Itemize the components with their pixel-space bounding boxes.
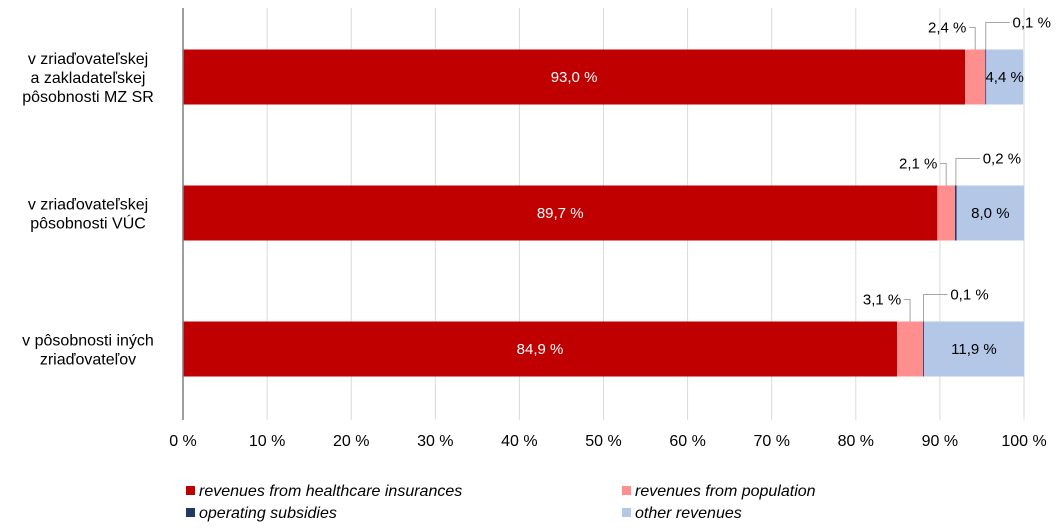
bar-segment [183, 185, 938, 241]
data-label: 11,9 % [951, 341, 997, 358]
legend-swatch [186, 486, 195, 495]
legend-label: revenues from population [635, 483, 816, 500]
x-tick-label: 0 % [169, 433, 197, 450]
data-label: 4,4 % [985, 69, 1023, 86]
legend-label: operating subsidies [199, 505, 337, 522]
leader-line [940, 163, 947, 186]
category-label: pôsobnosti VÚC [30, 214, 146, 233]
leader-line [985, 22, 1010, 50]
bar-segment [183, 321, 898, 377]
data-label: 0,1 % [1013, 15, 1051, 32]
bar-segment [937, 185, 956, 241]
bar-segment [923, 321, 1024, 377]
x-tick-label: 30 % [417, 433, 453, 450]
legend-label: revenues from healthcare insurances [199, 483, 462, 500]
bar-segment [923, 321, 925, 377]
bar-segment [955, 185, 957, 241]
data-label: 89,7 % [537, 205, 584, 222]
bar-segment [897, 321, 924, 377]
data-label: 93,0 % [551, 69, 598, 86]
legend-swatch [186, 508, 195, 517]
category-label: a zakladateľskej [31, 70, 146, 87]
x-tick-label: 80 % [838, 433, 874, 450]
legend-label: other revenues [635, 505, 742, 522]
leader-line [923, 294, 948, 322]
data-labels: 93,0 % 4,4 % 2,4 % 0,1 % 89,7 % 8,0 % 2,1 % 0,2… [517, 15, 1051, 359]
category-label: zriaďovateľov [40, 352, 136, 369]
data-label: 2,4 % [928, 20, 966, 37]
x-tick-label: 100 % [1001, 433, 1046, 450]
data-label: 3,1 % [863, 292, 901, 309]
bar-segment [965, 49, 986, 105]
x-axis-ticks: 0 % 10 % 20 % 30 % 40 % 50 % 60 % 70 % 80 % 90 % 1… [169, 433, 1046, 450]
x-tick-label: 60 % [669, 433, 705, 450]
x-tick-label: 10 % [249, 433, 285, 450]
x-tick-label: 90 % [922, 433, 958, 450]
data-label: 0,2 % [983, 151, 1021, 168]
leader-line [969, 27, 976, 50]
leader-line [955, 158, 980, 186]
legend-swatch [622, 508, 631, 517]
leader-line [904, 299, 911, 322]
data-label: 0,1 % [950, 287, 988, 304]
category-label: v pôsobnosti iných [22, 333, 154, 350]
x-tick-label: 40 % [501, 433, 537, 450]
category-label: pôsobnosti MZ SR [22, 89, 154, 106]
bars [183, 49, 1024, 377]
category-label: v zriaďovateľskej [28, 51, 148, 68]
x-tick-label: 50 % [585, 433, 621, 450]
data-label: 2,1 % [899, 156, 937, 173]
bar-segment [985, 49, 987, 105]
legend-swatch [622, 486, 631, 495]
bar-segment [183, 49, 966, 105]
category-label: v zriaďovateľskej [28, 197, 148, 214]
bar-segment [956, 185, 1024, 241]
legend: revenues from healthcare insurances reven… [186, 483, 816, 522]
data-label: 8,0 % [971, 205, 1009, 222]
x-tick-label: 70 % [753, 433, 789, 450]
data-label: 84,9 % [517, 341, 564, 358]
x-tick-label: 20 % [333, 433, 369, 450]
leader-lines [904, 22, 1010, 322]
category-labels: v zriaďovateľskej a zakladateľskej pôsobno… [22, 51, 154, 369]
bar-segment [986, 49, 1024, 105]
